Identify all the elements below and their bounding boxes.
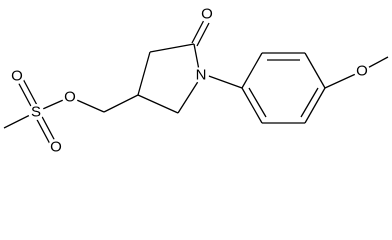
atom-label: O bbox=[201, 6, 213, 23]
atom-label: O bbox=[64, 89, 76, 106]
atom-label: S bbox=[31, 104, 41, 121]
atom-label: O bbox=[50, 139, 62, 156]
structure-diagram: O N O O S O O bbox=[3, 6, 389, 156]
atom-label: O bbox=[11, 68, 23, 85]
bonds bbox=[3, 19, 389, 145]
atom-label: O bbox=[356, 63, 368, 80]
atom-label: N bbox=[196, 67, 207, 84]
atom-labels: O N O O S O O bbox=[9, 6, 370, 156]
